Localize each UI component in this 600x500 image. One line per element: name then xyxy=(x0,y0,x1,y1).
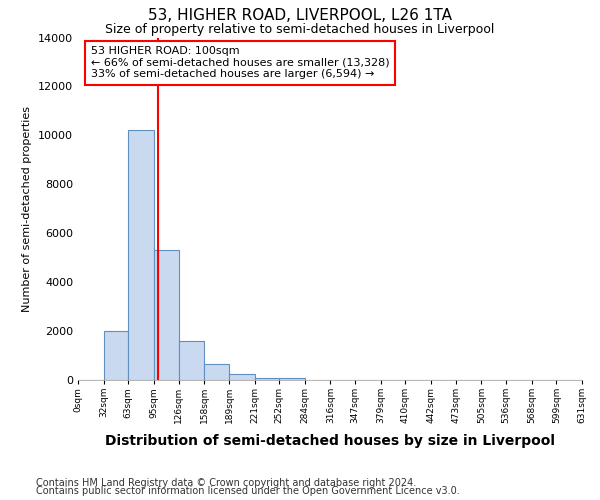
Bar xyxy=(179,341,204,380)
Bar xyxy=(104,331,128,380)
Y-axis label: Number of semi-detached properties: Number of semi-detached properties xyxy=(22,106,32,312)
Text: Contains HM Land Registry data © Crown copyright and database right 2024.: Contains HM Land Registry data © Crown c… xyxy=(36,478,416,488)
Bar xyxy=(279,378,305,380)
Text: 53, HIGHER ROAD, LIVERPOOL, L26 1TA: 53, HIGHER ROAD, LIVERPOOL, L26 1TA xyxy=(148,8,452,22)
Bar xyxy=(154,250,179,380)
Text: 53 HIGHER ROAD: 100sqm
← 66% of semi-detached houses are smaller (13,328)
33% of: 53 HIGHER ROAD: 100sqm ← 66% of semi-det… xyxy=(91,46,389,80)
X-axis label: Distribution of semi-detached houses by size in Liverpool: Distribution of semi-detached houses by … xyxy=(105,434,555,448)
Bar xyxy=(204,364,229,380)
Text: Contains public sector information licensed under the Open Government Licence v3: Contains public sector information licen… xyxy=(36,486,460,496)
Bar xyxy=(254,378,279,380)
Text: Size of property relative to semi-detached houses in Liverpool: Size of property relative to semi-detach… xyxy=(106,22,494,36)
Bar xyxy=(229,374,254,380)
Bar xyxy=(128,130,154,380)
